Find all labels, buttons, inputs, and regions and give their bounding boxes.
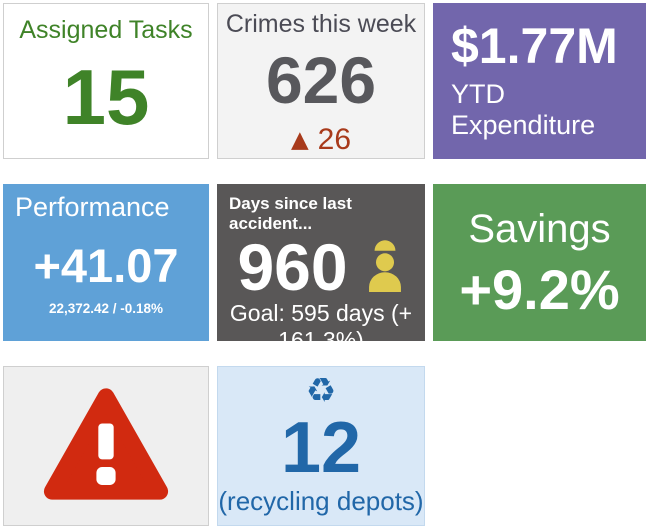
card-days-since-accident: Days since last accident... 960 Goal: 59… (217, 184, 425, 341)
card-crimes-this-week: Crimes this week 626 ▲ 26 (217, 3, 425, 159)
up-triangle-icon: ▲ (290, 127, 309, 153)
savings-title: Savings (468, 207, 611, 251)
recycling-value: 12 (280, 408, 362, 489)
card-savings: Savings +9.2% (433, 184, 646, 341)
assigned-tasks-value: 15 (62, 52, 150, 141)
crimes-delta: ▲ 26 (291, 123, 351, 157)
accident-title: Days since last accident... (229, 194, 352, 233)
performance-value: +41.07 (33, 239, 179, 292)
performance-title: Performance (15, 192, 170, 222)
assigned-tasks-title: Assigned Tasks (19, 16, 193, 44)
accident-value: 960 (237, 230, 348, 304)
performance-detail: 22,372.42 / -0.18% (48, 301, 164, 316)
crimes-delta-value: 26 (317, 123, 352, 156)
crimes-value: 626 (265, 43, 377, 117)
accident-goal: Goal: 595 days (+ 161.3%) (229, 300, 413, 341)
empty-cell (433, 366, 646, 526)
warning-triangle-icon (42, 385, 170, 508)
expenditure-label: YTD Expenditure (451, 79, 596, 140)
card-recycling: ♻ 12 (recycling depots) (217, 366, 425, 526)
recycle-icon: ♻ (305, 371, 337, 411)
savings-value: +9.2% (459, 258, 620, 321)
person-icon (365, 237, 405, 297)
recycling-label: (recycling depots) (218, 486, 424, 516)
card-ytd-expenditure: $1.77M YTD Expenditure (433, 3, 646, 159)
expenditure-value: $1.77M (451, 18, 618, 74)
card-assigned-tasks: Assigned Tasks 15 (3, 3, 209, 159)
card-performance: Performance +41.07 22,372.42 / -0.18% (3, 184, 209, 341)
crimes-title: Crimes this week (225, 10, 417, 38)
card-warning (3, 366, 209, 526)
